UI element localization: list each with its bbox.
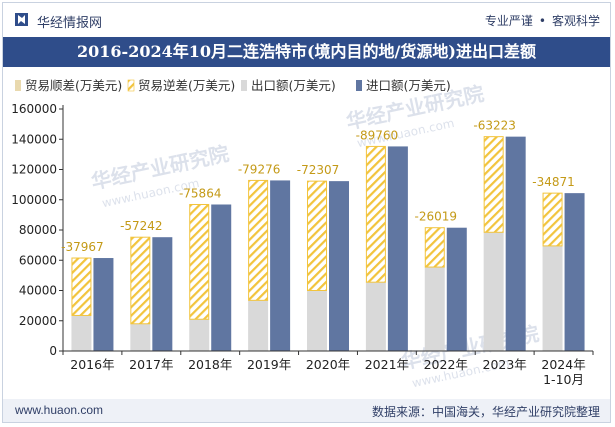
huajing-logo-icon (15, 13, 28, 26)
data-label-deficit: -75864 (179, 186, 222, 200)
legend-swatch-import (356, 80, 362, 91)
data-label-deficit: -26019 (415, 210, 458, 224)
bar-deficit (189, 203, 210, 320)
x-tick-label: 2023年 (483, 357, 527, 372)
bar-deficit (248, 179, 269, 301)
data-label-deficit: -79276 (238, 162, 281, 176)
x-tick-label: 2024年 1-10月 (541, 357, 585, 387)
y-tick-label: 140000 (11, 132, 57, 146)
bar-deficit (71, 257, 92, 316)
bar-export (365, 282, 386, 351)
x-tick-label: 2017年 (129, 357, 173, 372)
legend-swatch-export (241, 80, 247, 91)
bar-export (424, 267, 445, 351)
y-tick-label: 20000 (19, 314, 57, 328)
bars-layer: -37967 -57242 -75864 -79276 -72307 -89760 -260… (61, 119, 585, 351)
bar-export (483, 232, 504, 351)
bar-import (152, 237, 173, 351)
bar-import (211, 204, 232, 351)
legend-label: 贸易逆差(万美元) (138, 78, 235, 93)
y-tick-label: 40000 (19, 284, 57, 298)
x-tick-label: 2022年 (424, 357, 468, 372)
bar-import (564, 193, 585, 351)
data-label-deficit: -37967 (61, 240, 104, 254)
legend-swatch-deficit (127, 79, 135, 92)
data-label-deficit: -34871 (532, 175, 575, 189)
brand-tags: 专业严谨 • 客观科学 (485, 12, 600, 29)
y-tick-label: 0 (49, 344, 57, 358)
bar-import (505, 136, 526, 351)
y-tick-label: 60000 (19, 253, 57, 267)
bar-deficit (483, 136, 504, 233)
data-label-deficit: -72307 (297, 163, 340, 177)
bar-import (270, 180, 291, 351)
chart-title: 2016-2024年10月二连浩特市(境内目的地/货源地)进出口差额 (3, 37, 610, 67)
bar-deficit (307, 180, 327, 291)
data-label-deficit: -57242 (120, 219, 163, 233)
bar-export (307, 290, 327, 351)
footer-site-link[interactable]: www.huaon.com (15, 403, 104, 417)
chart-card: 华经情报网 专业严谨 • 客观科学 2016-2024年10月二连浩特市(境内目的地… (2, 2, 611, 423)
chart-legend: 贸易顺差(万美元) 贸易逆差(万美元) 出口额(万美元) 进口额(万美元) (15, 78, 451, 93)
bar-import (329, 181, 349, 351)
x-tick-label: 2020年 (306, 357, 350, 372)
bar-deficit (365, 145, 386, 283)
y-tick-label: 120000 (11, 163, 57, 177)
x-tick-label: 2018年 (188, 357, 232, 372)
bar-import (446, 227, 467, 351)
data-label-deficit: -63223 (473, 119, 516, 133)
x-tick-label: 2016年 (70, 357, 114, 372)
bar-deficit (542, 192, 563, 247)
y-tick-label: 100000 (11, 193, 57, 207)
bar-chart: 贸易顺差(万美元) 贸易逆差(万美元) 出口额(万美元) 进口额(万美元) 华经产业研… (11, 78, 594, 390)
legend-label: 出口额(万美元) (251, 78, 336, 93)
bar-import (387, 146, 408, 351)
x-tick-label: 2019年 (247, 357, 291, 372)
bar-export (189, 319, 210, 351)
legend-label: 贸易顺差(万美元) (25, 78, 122, 93)
bar-export (542, 245, 563, 351)
bar-deficit (130, 236, 151, 325)
bar-deficit (424, 227, 445, 268)
bar-export (248, 300, 269, 351)
bar-export (71, 315, 92, 351)
brand-name: 华经情报网 (37, 16, 103, 31)
separator-dot: • (538, 14, 546, 28)
tag-objective: 客观科学 (551, 14, 600, 28)
x-tick-label: 2021年 (365, 357, 409, 372)
y-tick-label: 160000 (11, 102, 57, 116)
x-axis: 2016年 2017年 2018年 2019年 2020年 2021年 2022年 2023年… (62, 350, 594, 387)
bar-import (93, 258, 114, 351)
data-label-deficit: -89760 (356, 128, 399, 142)
legend-label: 进口额(万美元) (366, 78, 451, 93)
y-axis: 0 20000 40000 60000 80000 100000 120000 140000 1… (11, 102, 64, 358)
legend-swatch-surplus (15, 80, 21, 91)
data-source-note: 数据来源：中国海关，华经产业研究院整理 (371, 405, 600, 419)
footer-bar: www.huaon.com 数据来源：中国海关，华经产业研究院整理 (3, 399, 610, 422)
top-bar: 华经情报网 专业严谨 • 客观科学 (3, 3, 610, 36)
bar-export (130, 323, 151, 351)
tag-professional: 专业严谨 (484, 14, 533, 28)
y-tick-label: 80000 (19, 223, 57, 237)
